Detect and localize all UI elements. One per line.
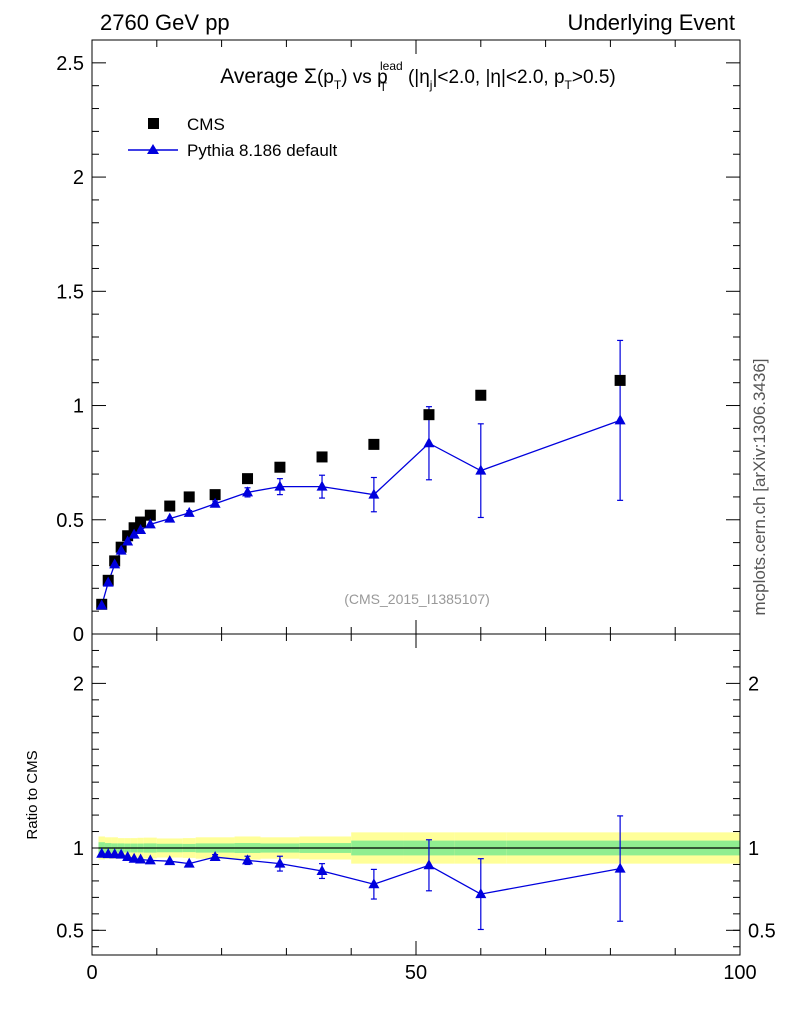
ratio-point [423, 859, 435, 870]
side-citation-label: mcplots.cern.ch [arXiv:1306.3436] [750, 358, 769, 615]
ratio-point [614, 862, 626, 873]
ratio-point [475, 888, 487, 899]
y-tick-label: 1 [73, 838, 84, 860]
cms-point [183, 491, 195, 503]
pythia-point [144, 518, 156, 529]
y-tick-label-right: 2 [748, 673, 759, 695]
cms-point [144, 509, 156, 521]
cms-point [274, 461, 286, 473]
pythia-line [101, 419, 621, 606]
pythia-point [274, 480, 286, 491]
pythia-point [209, 497, 221, 508]
legend-pythia-label: Pythia 8.186 default [187, 141, 338, 160]
cms-point [423, 409, 435, 421]
pythia-point [164, 512, 176, 523]
legend-cms-label: CMS [187, 115, 225, 134]
legend-pythia-marker [147, 144, 159, 154]
main-plot: 0 0.5 1 1.5 2 2.5 [56, 39, 741, 646]
y-tick-label: 0.5 [56, 510, 84, 532]
pythia-point [109, 558, 121, 569]
ratio-point [128, 852, 140, 863]
y-tick-label: 1 [73, 396, 84, 418]
y-tick-label: 2 [73, 673, 84, 695]
pythia-point [423, 437, 435, 448]
pythia-point [614, 414, 626, 425]
y-tick-label: 1.5 [56, 281, 84, 303]
pythia-point [316, 480, 328, 491]
pythia-point [102, 576, 114, 587]
x-tick-label: 50 [405, 962, 427, 984]
header-right-label: Underlying Event [567, 10, 735, 35]
ratio-point [316, 865, 328, 876]
y-tick-label-right: 0.5 [748, 920, 776, 942]
ratio-point [209, 851, 221, 862]
pythia-point [128, 528, 140, 539]
y-tick-label: 2 [73, 167, 84, 189]
legend: CMS Pythia 8.186 default [128, 115, 338, 160]
ratio-point [144, 854, 156, 865]
cms-point [164, 500, 176, 512]
ratio-point [135, 853, 147, 864]
y-tick-label: 2.5 [56, 53, 84, 75]
pythia-point [368, 488, 380, 499]
pythia-point [122, 535, 134, 546]
pythia-point [135, 524, 147, 535]
ratio-point [368, 878, 380, 889]
cms-point [316, 451, 328, 463]
cms-point [242, 473, 254, 485]
pythia-point [96, 599, 108, 610]
ratio-ylabel: Ratio to CMS [24, 750, 41, 839]
x-tick-label: 0 [86, 962, 97, 984]
cms-point [368, 438, 380, 450]
x-tick-label: 100 [723, 962, 756, 984]
pythia-point [475, 464, 487, 475]
cms-point [128, 522, 140, 534]
ratio-point [122, 851, 134, 862]
ratio-point [115, 848, 127, 859]
cms-point [209, 489, 221, 501]
pythia-point [115, 544, 127, 555]
analysis-watermark: (CMS_2015_I1385107) [344, 591, 490, 607]
y-tick-label-right: 1 [748, 838, 759, 860]
ratio-plot-frame [91, 633, 741, 956]
pythia-point [183, 506, 195, 517]
ratio-point [274, 857, 286, 868]
cms-point [475, 389, 487, 401]
pythia-point [242, 486, 254, 497]
y-tick-label: 0.5 [56, 920, 84, 942]
ratio-point [164, 855, 176, 866]
y-tick-label: 0 [73, 624, 84, 646]
cms-point [614, 374, 626, 386]
header-left-label: 2760 GeV pp [100, 10, 230, 35]
ratio-point [183, 857, 195, 868]
main-plot-title: Average Σ(pT) vs pTlead (|ηj|<2.0, |η|<2… [220, 59, 615, 94]
ratio-point [242, 854, 254, 865]
cms-point [135, 516, 147, 528]
legend-cms-marker [148, 118, 159, 129]
ratio-plot: 0 50 100 0.5 0.5 1 1 2 2 [56, 633, 776, 984]
